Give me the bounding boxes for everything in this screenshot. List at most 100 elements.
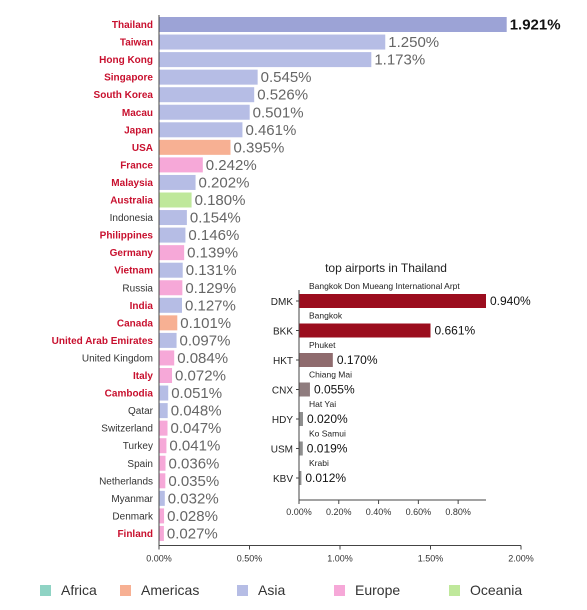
value-label: 0.180%	[195, 192, 246, 209]
category-label: Indonesia	[110, 213, 154, 224]
inset-bar-hkt	[299, 353, 333, 367]
category-label: USA	[132, 143, 153, 154]
category-label: Turkey	[123, 441, 153, 452]
category-label: Finland	[117, 529, 153, 540]
legend-swatch	[120, 584, 131, 596]
bar-thailand	[159, 17, 507, 32]
value-label: 0.154%	[190, 210, 241, 227]
airport-code-label: BKK	[273, 327, 293, 338]
value-label: 0.139%	[187, 245, 238, 262]
main-bar-chart: Thailand 1.921% Taiwan 1.250% Hong Kong 1.173…	[52, 15, 561, 564]
legend-label: Europe	[355, 582, 401, 598]
value-label: 0.501%	[253, 104, 304, 121]
legend-swatch	[334, 584, 345, 596]
bar-denmark	[159, 508, 165, 524]
bar-australia	[159, 192, 192, 208]
category-label: Spain	[127, 459, 153, 470]
airport-code-label: HKT	[273, 356, 293, 367]
value-label: 0.129%	[185, 280, 236, 297]
value-label: 0.127%	[185, 297, 236, 314]
category-label: Philippines	[100, 231, 154, 242]
x-tick-label: 1.00%	[327, 554, 353, 564]
bar-cambodia	[159, 385, 169, 401]
airport-code-label: DMK	[271, 297, 294, 308]
category-label: United Arab Emirates	[52, 336, 154, 347]
airport-name-label: Bangkok	[309, 311, 343, 321]
bar-singapore	[159, 69, 258, 85]
bar-germany	[159, 245, 185, 261]
category-label: South Korea	[94, 90, 154, 101]
bar-switzerland	[159, 420, 168, 436]
bar-myanmar	[159, 490, 165, 506]
inset-value-label: 0.012%	[305, 471, 346, 485]
bar-russia	[159, 280, 183, 296]
airport-name-label: Ko Samui	[309, 429, 346, 439]
legend-swatch	[40, 584, 51, 596]
airport-name-label: Bangkok Don Mueang International Arpt	[309, 281, 460, 291]
inset-x-tick-label: 0.20%	[326, 507, 352, 517]
category-label: United Kingdom	[82, 353, 153, 364]
value-label: 1.250%	[388, 34, 439, 51]
category-label: Canada	[117, 318, 154, 329]
bar-usa	[159, 139, 231, 155]
inset-value-label: 0.055%	[314, 383, 355, 397]
legend-item-europe: Europe	[334, 582, 400, 598]
x-tick-label: 0.50%	[237, 554, 263, 564]
value-label: 0.131%	[186, 262, 237, 279]
category-label: Japan	[124, 125, 153, 136]
bar-qatar	[159, 403, 168, 419]
value-label: 0.097%	[180, 332, 231, 349]
bar-taiwan	[159, 34, 386, 50]
legend-item-oceania: Oceania	[449, 582, 522, 598]
airport-code-label: KBV	[273, 474, 293, 485]
category-label: Vietnam	[114, 266, 153, 277]
category-label: Hong Kong	[99, 55, 153, 66]
value-label: 0.072%	[175, 368, 226, 385]
legend-swatch	[449, 584, 460, 596]
airport-name-label: Krabi	[309, 458, 329, 468]
value-label: 0.035%	[168, 473, 219, 490]
category-label: India	[130, 301, 154, 312]
bar-malaysia	[159, 174, 196, 190]
value-label: 0.028%	[167, 508, 218, 525]
inset-value-label: 0.661%	[434, 324, 475, 338]
legend-item-africa: Africa	[40, 582, 97, 598]
category-label: Qatar	[128, 406, 154, 417]
inset-bar-kbv	[299, 471, 302, 485]
x-tick-label: 0.00%	[146, 554, 172, 564]
value-label: 0.242%	[206, 157, 257, 174]
bar-united-arab-emirates	[159, 332, 177, 348]
legend-label: Americas	[141, 582, 200, 598]
inset-x-tick-label: 0.40%	[366, 507, 392, 517]
value-label: 1.173%	[374, 52, 425, 69]
category-label: Cambodia	[105, 389, 154, 400]
bar-macau	[159, 104, 250, 120]
bar-spain	[159, 455, 166, 471]
inset-value-label: 0.019%	[307, 442, 348, 456]
inset-value-label: 0.940%	[490, 294, 531, 308]
bar-italy	[159, 368, 173, 383]
bar-netherlands	[159, 473, 166, 489]
value-label: 0.146%	[188, 227, 239, 244]
legend-item-asia: Asia	[237, 582, 285, 598]
category-label: France	[120, 160, 153, 171]
category-label: Australia	[110, 196, 153, 207]
value-label: 0.461%	[245, 122, 296, 139]
value-label: 0.526%	[257, 87, 308, 104]
category-label: Netherlands	[99, 476, 153, 487]
bar-hong-kong	[159, 52, 372, 68]
bar-japan	[159, 122, 243, 138]
chart-legend: Africa Americas Asia Europe Oceania	[0, 578, 587, 602]
value-label: 0.027%	[167, 525, 218, 542]
legend-label: Africa	[61, 582, 97, 598]
value-label: 0.545%	[261, 69, 312, 86]
value-label: 0.047%	[171, 420, 222, 437]
value-label: 0.395%	[233, 139, 284, 156]
value-label: 0.036%	[169, 455, 220, 472]
bar-united-kingdom	[159, 350, 175, 366]
category-label: Malaysia	[111, 178, 153, 189]
value-label: 1.921%	[510, 17, 561, 34]
legend-label: Asia	[258, 582, 286, 598]
bar-indonesia	[159, 210, 187, 226]
